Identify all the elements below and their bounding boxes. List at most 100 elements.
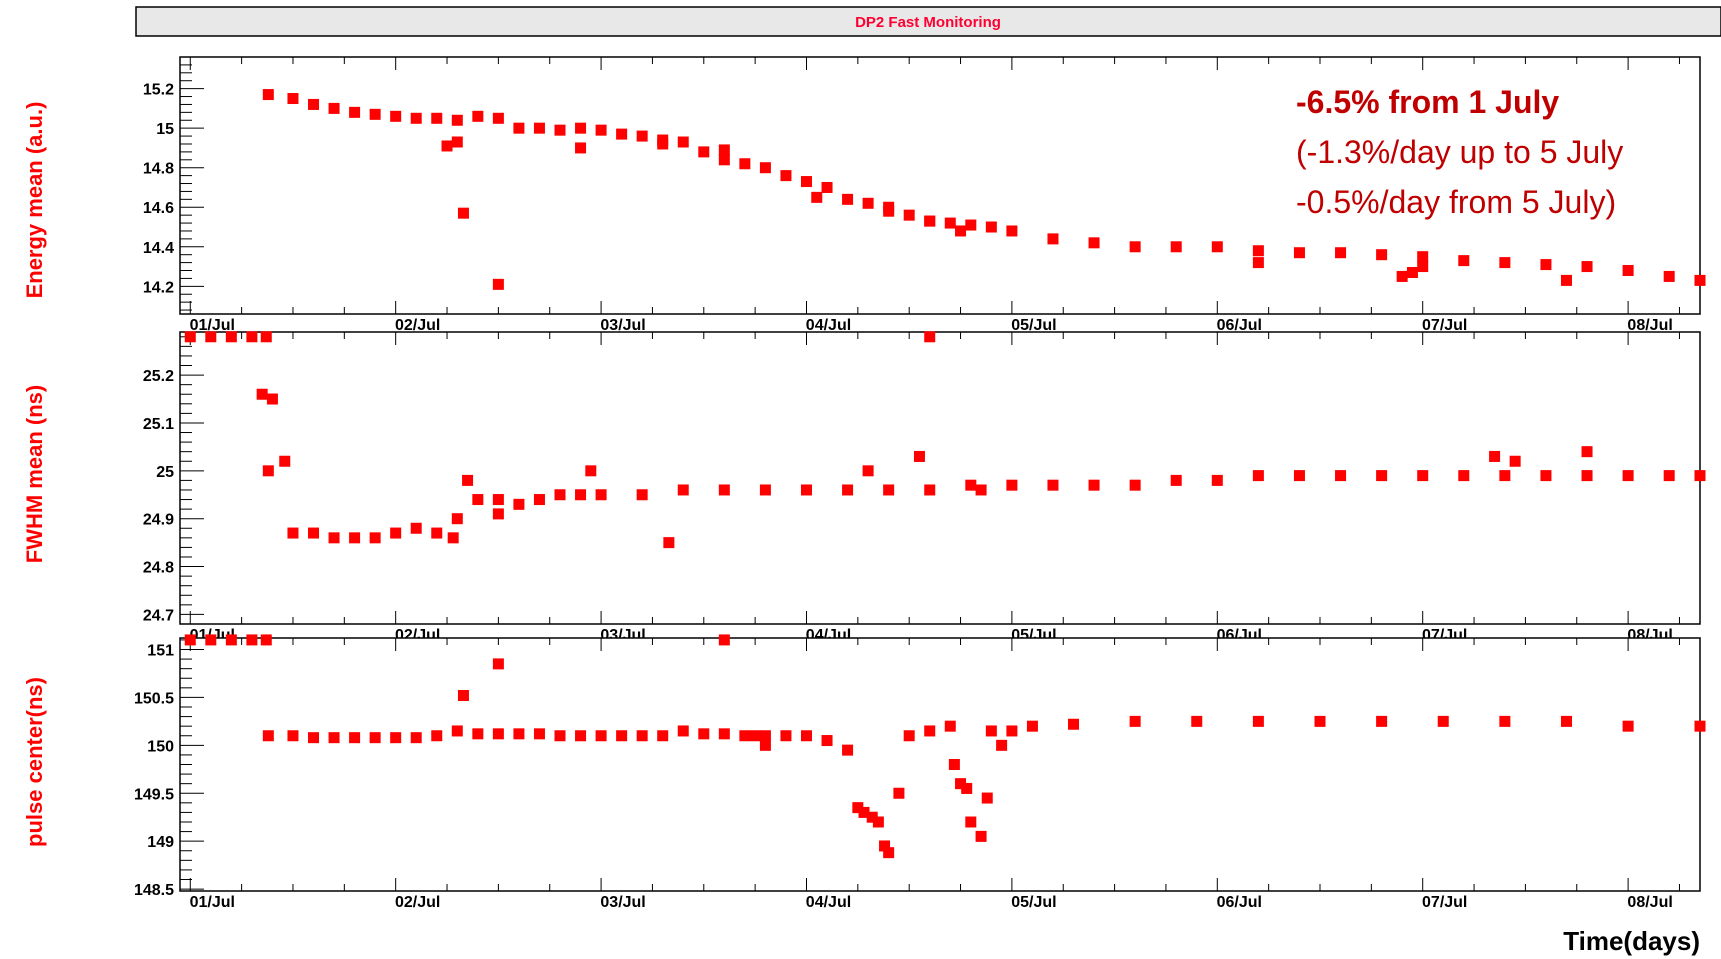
fwhm-data-point: [585, 465, 597, 477]
energy-data-point: [1560, 274, 1572, 286]
energy-data-point: [451, 136, 463, 148]
energy-data-point: [472, 110, 484, 122]
fwhm-data-point: [369, 532, 381, 544]
fwhm-data-point: [1499, 470, 1511, 482]
energy-data-point: [842, 193, 854, 205]
energy-data-point: [1581, 261, 1593, 273]
x-tick-label: 06/Jul: [1217, 894, 1262, 911]
pulse-data-point: [948, 759, 960, 770]
pulse-data-point: [924, 725, 936, 737]
energy-data-point: [924, 215, 936, 227]
x-tick-label: 03/Jul: [600, 317, 645, 334]
pulse-data-point: [1376, 715, 1388, 727]
energy-data-point: [1376, 249, 1388, 261]
pulse-data-point: [262, 730, 274, 742]
fwhm-data-point: [533, 494, 545, 506]
energy-data-point: [811, 191, 823, 203]
energy-data-point: [862, 197, 874, 209]
fwhm-data-point: [677, 484, 689, 496]
fwhm-data-point: [1458, 470, 1470, 482]
pulse-data-point: [184, 634, 196, 646]
y-tick-label: 150: [147, 738, 174, 755]
x-tick-label: 08/Jul: [1627, 894, 1672, 911]
y-tick-label: 148.5: [134, 882, 174, 899]
trend-annotation: -6.5% from 1 July (-1.3%/day up to 5 Jul…: [1296, 84, 1623, 220]
x-tick-label: 02/Jul: [395, 317, 440, 334]
energy-data-point: [451, 114, 463, 126]
energy-data-point: [657, 138, 669, 150]
fwhm-data-point: [308, 527, 320, 539]
fwhm-data-point: [1540, 470, 1552, 482]
energy-data-point: [616, 128, 628, 140]
fwhm-data-point: [256, 388, 268, 400]
pulse-data-point: [739, 730, 751, 742]
annotation-line-1: -6.5% from 1 July: [1296, 84, 1559, 120]
energy-data-point: [390, 110, 402, 122]
fwhm-data-point: [1417, 470, 1429, 482]
pulse-data-point: [246, 634, 258, 646]
energy-data-point: [903, 209, 915, 221]
pulse-data-point: [349, 732, 361, 744]
fwhm-data-point: [913, 450, 925, 462]
fwhm-mean-panel: 24.724.824.92525.125.201/Jul02/Jul03/Jul…: [143, 331, 1706, 644]
y-tick-label: 25: [156, 464, 174, 481]
fwhm-data-point: [1170, 474, 1182, 486]
y-tick-label: 25.2: [143, 368, 174, 385]
pulse-data-point: [287, 730, 299, 742]
energy-mean-panel: 14.2 14.4 14.6 14.8 15 15.2 01/Jul 02/Jul 03/Jul…: [143, 56, 1706, 334]
pulse-center-panel: 148.5 149 149.5 150 150.5 151 01/Jul 02/Jul 03/J…: [134, 634, 1706, 911]
energy-data-point: [1417, 251, 1429, 263]
energy-data-point: [431, 112, 443, 124]
energy-data-point: [595, 124, 607, 136]
energy-data-point: [944, 217, 956, 229]
annotation-line-2: (-1.3%/day up to 5 July: [1296, 134, 1623, 170]
fwhm-data-point: [262, 465, 274, 477]
pulse-data-point: [883, 847, 895, 859]
pulse-data-point: [1068, 718, 1080, 730]
pulse-data-point: [893, 787, 905, 799]
x-tick-label: 05/Jul: [1011, 894, 1056, 911]
fwhm-data-point: [718, 484, 730, 496]
fwhm-data-point: [472, 494, 484, 506]
fwhm-data-point: [1047, 479, 1059, 491]
y-tick-label: 14.4: [143, 240, 174, 257]
fwhm-data-point: [924, 484, 936, 496]
fwhm-data-point: [1694, 470, 1706, 482]
energy-data-point: [800, 176, 812, 188]
energy-data-point: [369, 108, 381, 120]
fwhm-data-point: [800, 484, 812, 496]
pulse-data-point: [1026, 720, 1038, 732]
pulse-data-point: [513, 728, 525, 740]
y-tick-label: 15: [156, 121, 174, 138]
energy-data-point: [533, 122, 545, 134]
energy-data-point: [718, 154, 730, 166]
pulse-data-point: [698, 728, 710, 740]
fwhm-data-point: [1663, 470, 1675, 482]
fwhm-data-point: [636, 489, 648, 501]
pulse-data-point: [205, 634, 217, 646]
pulse-data-point: [1314, 715, 1326, 727]
y-tick-label: 15.2: [143, 82, 174, 99]
pulse-data-point: [996, 739, 1008, 751]
x-tick-label: 06/Jul: [1217, 317, 1262, 334]
pulse-data-point: [965, 816, 977, 828]
pulse-data-point: [955, 778, 967, 790]
pulse-data-point: [575, 730, 587, 742]
fwhm-data-point: [279, 455, 291, 467]
fwhm-data-point: [759, 484, 771, 496]
fwhm-data-point: [225, 331, 237, 343]
fwhm-data-point: [492, 508, 504, 520]
pulse-data-point: [985, 725, 997, 737]
fwhm-data-point: [595, 489, 607, 501]
x-tick-label: 01/Jul: [190, 894, 235, 911]
y-tick-label: 149: [147, 834, 174, 851]
fwhm-data-point: [349, 532, 361, 544]
figure-title: DP2 Fast Monitoring: [855, 14, 1001, 31]
fwhm-data-point: [287, 527, 299, 539]
energy-data-point: [1406, 266, 1418, 278]
y-tick-label: 14.2: [143, 279, 174, 296]
fwhm-data-point: [1581, 470, 1593, 482]
fwhm-data-point: [492, 494, 504, 506]
pulse-data-point: [749, 730, 761, 742]
